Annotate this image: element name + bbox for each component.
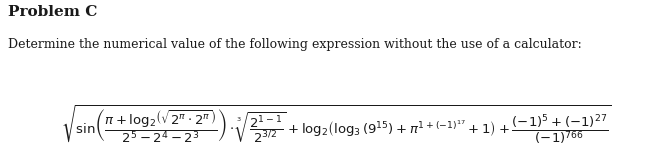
- Text: $\sqrt{\sin\!\left(\dfrac{\pi + \log_2\!\left(\sqrt{2^{\pi} \cdot 2^{\pi}}\right: $\sqrt{\sin\!\left(\dfrac{\pi + \log_2\!…: [60, 104, 612, 147]
- Text: Problem C: Problem C: [8, 5, 97, 19]
- Text: Determine the numerical value of the following expression without the use of a c: Determine the numerical value of the fol…: [8, 38, 582, 51]
